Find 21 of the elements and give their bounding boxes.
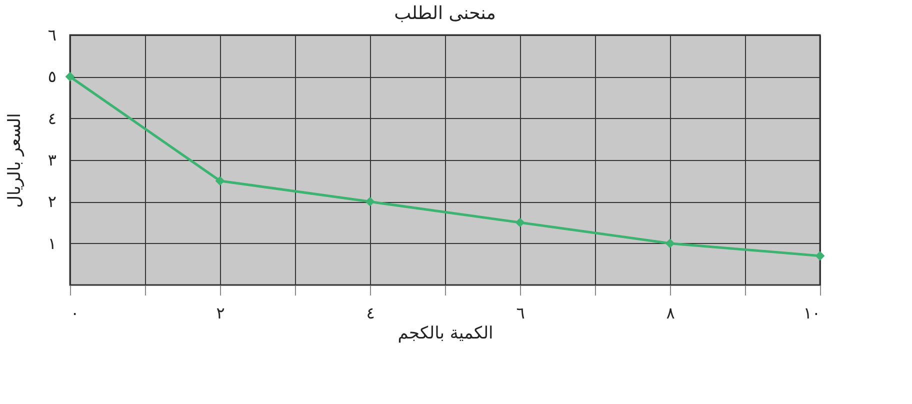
chart-title: منحنى الطلب (394, 3, 496, 24)
y-tick-label: ٥ (48, 67, 56, 86)
x-tick-label: ٠ (70, 304, 80, 322)
x-tick-label: ١٠ (803, 304, 820, 322)
y-axis-title: السعر بالريال (4, 113, 25, 208)
y-tick-label: ١ (48, 234, 56, 253)
y-tick-label: ٦ (48, 26, 56, 44)
point (665, 238, 675, 248)
x-tick-label: ٤ (366, 304, 375, 322)
x-tick-label: ٦ (516, 304, 525, 322)
y-tick-label: ٤ (48, 108, 56, 128)
point (815, 251, 825, 261)
point (515, 218, 525, 228)
y-tick-label: ٣ (48, 150, 57, 170)
point (365, 196, 375, 206)
x-tick-label: ٢ (216, 304, 225, 322)
y-tick-label: ٢ (48, 192, 56, 212)
point (215, 176, 225, 186)
x-axis-title: الكمية بالكجم (398, 324, 494, 344)
point (65, 72, 75, 82)
x-tick-label: ٨ (666, 304, 676, 322)
